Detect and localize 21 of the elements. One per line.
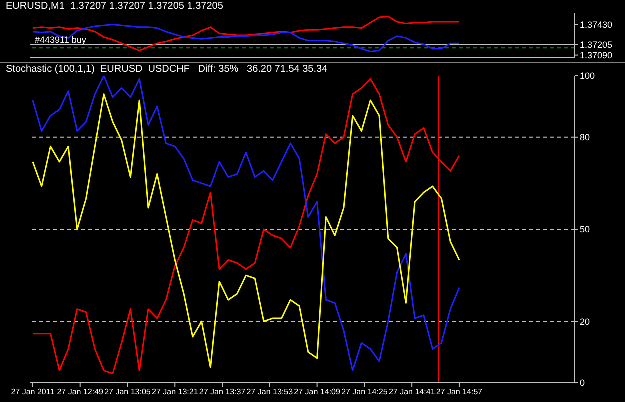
chart-title: Stochastic (100,1,1) EURUSD USDCHF Diff: 35% 36.20 71.54 35.34 [6,64,328,75]
x-tick-label: 27 Jan 14:09 [294,388,341,397]
x-tick-label: 27 Jan 2011 [11,388,56,397]
y-tick-label: 1.37430 [580,20,613,30]
x-tick-label: 27 Jan 13:05 [104,388,152,397]
y-tick-label: 50 [580,224,590,235]
x-tick-label: 27 Jan 14:41 [388,388,436,397]
x-tick-label: 27 Jan 13:37 [199,388,246,397]
x-tick-label: 27 Jan 12:49 [57,388,104,397]
y-tick-label: 0 [580,378,586,388]
y-tick-label: 20 [580,316,590,327]
ref-line-label: #443911 buy [35,35,87,46]
y-tick-label: 100 [580,71,596,82]
y-tick-label: 1.37205 [580,40,613,50]
chart-title: EURUSD,M1 1.37207 1.37207 1.37205 1.37205 [6,1,224,12]
y-tick-label: 1.37090 [580,50,613,60]
x-tick-label: 27 Jan 14:25 [342,388,388,397]
x-tick-label: 27 Jan 13:53 [246,388,294,397]
x-tick-label: 27 Jan 14:57 [436,388,484,397]
x-tick-label: 27 Jan 13:21 [152,388,199,397]
y-tick-label: 80 [580,132,590,143]
